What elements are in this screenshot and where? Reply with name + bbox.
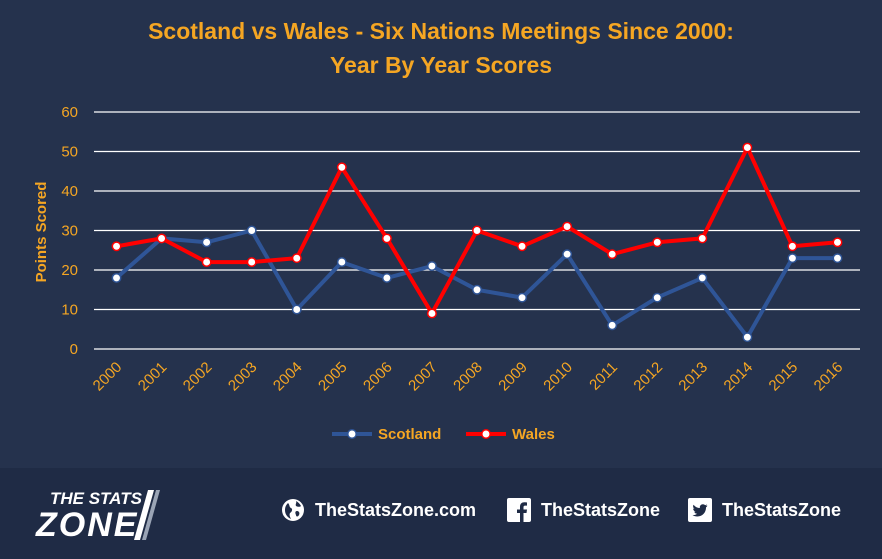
footer: THE STATS ZONE TheStatsZone.com TheStats…	[0, 468, 882, 559]
legend: Scotland Wales	[332, 426, 555, 443]
globe-icon	[282, 499, 304, 521]
x-tick-label-2011: 2011	[586, 359, 621, 394]
wales-point-2005	[336, 162, 347, 173]
stats-zone-logo: THE STATS ZONE	[35, 489, 160, 544]
twitter-icon	[688, 498, 712, 522]
wales-point-2007	[426, 308, 437, 319]
scotland-point-2015	[787, 253, 798, 264]
scotland-point-2002	[201, 237, 212, 248]
scotland-point-2016	[832, 253, 843, 264]
scotland-point-2003	[246, 225, 257, 236]
x-tick-label-2003: 2003	[225, 359, 261, 395]
scotland-point-2006	[381, 272, 392, 283]
x-tick-label-2016: 2016	[811, 359, 847, 395]
legend-label: Scotland	[378, 426, 441, 443]
logo-text-top: THE STATS	[50, 489, 143, 508]
wales-point-2003	[246, 257, 257, 268]
wales-point-2016	[832, 237, 843, 248]
wales-point-2008	[472, 225, 482, 236]
y-tick-labels: 0 10 20 30 40 50 60	[61, 104, 78, 358]
scotland-line	[115, 228, 838, 340]
facebook-link[interactable]: TheStatsZone	[507, 498, 660, 522]
x-tick-label-2009: 2009	[495, 359, 531, 395]
x-tick-label-2012: 2012	[630, 359, 666, 395]
y-tick-label: 0	[70, 341, 78, 358]
twitter-text: TheStatsZone	[722, 499, 842, 520]
x-tick-label-2007: 2007	[405, 359, 441, 395]
facebook-icon	[507, 498, 531, 522]
legend-item-scotland: Scotland	[332, 426, 441, 443]
scotland-point-2000	[111, 272, 122, 283]
y-tick-label: 40	[61, 183, 78, 200]
gridlines	[94, 111, 860, 350]
scotland-point-2012	[652, 292, 663, 303]
website-link[interactable]: TheStatsZone.com	[281, 498, 476, 522]
wales-point-2002	[201, 257, 212, 268]
series-lines	[111, 142, 843, 343]
facebook-text: TheStatsZone	[541, 499, 661, 520]
chart-title-line-2: Year By Year Scores	[329, 52, 553, 78]
wales-point-2009	[517, 241, 528, 252]
y-axis-label: Points Scored	[33, 182, 50, 283]
y-tick-label: 30	[61, 223, 78, 240]
wales-point-2006	[381, 233, 392, 244]
scotland-point-2010	[562, 249, 573, 260]
legend-marker	[481, 429, 491, 439]
scotland-point-2005	[336, 257, 347, 268]
scotland-point-2008	[472, 284, 482, 295]
x-tick-label-2000: 2000	[90, 359, 126, 395]
y-tick-label: 10	[61, 302, 78, 319]
scotland-point-2004	[291, 304, 302, 315]
wales-point-2000	[111, 241, 122, 252]
y-tick-label: 60	[61, 104, 78, 121]
x-tick-label-2015: 2015	[766, 359, 802, 395]
plot-panel: Scotland vs Wales - Six Nations Meetings…	[0, 14, 882, 443]
chart-title: Scotland vs Wales - Six Nations Meetings…	[0, 14, 882, 82]
legend-item-wales: Wales	[466, 426, 555, 443]
wales-point-2004	[291, 253, 302, 264]
scotland-point-2014	[742, 332, 753, 343]
y-tick-label: 50	[61, 144, 78, 161]
legend-marker	[347, 429, 357, 439]
x-tick-label-2013: 2013	[676, 359, 712, 395]
twitter-link[interactable]: TheStatsZone	[688, 498, 841, 522]
x-tick-label-2010: 2010	[540, 359, 576, 395]
series-scotland	[111, 225, 843, 343]
y-tick-label: 20	[61, 262, 78, 279]
x-tick-label-2005: 2005	[315, 359, 351, 395]
series-wales	[111, 142, 843, 319]
scotland-point-2007	[426, 261, 437, 271]
logo-text-bottom: ZONE	[35, 506, 138, 544]
x-tick-label-2004: 2004	[270, 359, 306, 395]
wales-point-2015	[787, 241, 798, 252]
chart-title-line-1: Scotland vs Wales - Six Nations Meetings…	[148, 18, 734, 44]
x-tick-label-2014: 2014	[721, 359, 757, 395]
legend-label: Wales	[512, 426, 555, 443]
wales-point-2013	[697, 233, 708, 244]
x-tick-label-2001: 2001	[135, 359, 171, 395]
wales-point-2010	[562, 221, 573, 232]
scotland-point-2009	[517, 292, 528, 303]
x-tick-label-2002: 2002	[180, 359, 216, 395]
x-tick-label-2008: 2008	[450, 359, 486, 395]
scotland-point-2013	[697, 272, 708, 283]
x-tick-labels: 2000 2001 2002 2003 2004 2005 2006 2007 2008 2009…	[90, 359, 847, 395]
website-text: TheStatsZone.com	[315, 499, 477, 520]
wales-point-2012	[652, 237, 663, 248]
wales-point-2011	[607, 249, 618, 260]
x-tick-label-2006: 2006	[360, 359, 396, 395]
wales-point-2014	[742, 142, 753, 153]
logo-swoosh	[134, 490, 154, 540]
scotland-point-2011	[607, 320, 618, 331]
wales-point-2001	[156, 233, 167, 244]
